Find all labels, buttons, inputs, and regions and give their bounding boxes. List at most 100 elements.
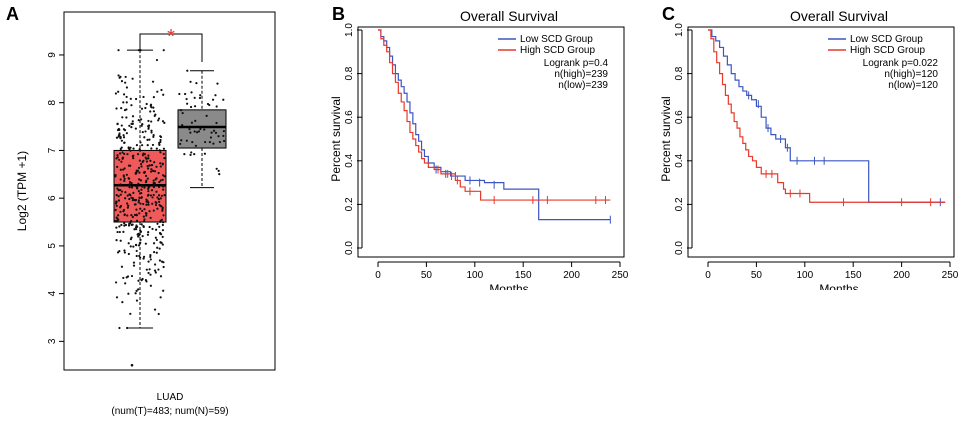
data-point — [147, 271, 150, 275]
y-tick-label: 8 — [47, 99, 58, 105]
data-point — [150, 106, 153, 109]
data-point — [151, 169, 155, 172]
data-point — [132, 191, 135, 194]
data-point — [123, 179, 126, 182]
data-point — [190, 121, 194, 124]
data-point — [140, 188, 143, 191]
data-point — [137, 235, 140, 238]
data-point — [199, 127, 202, 131]
data-point — [122, 93, 126, 96]
data-point — [130, 236, 133, 239]
data-point — [126, 194, 129, 197]
data-point — [198, 96, 202, 100]
chart-title: Overall Survival — [460, 8, 558, 24]
data-point — [161, 223, 164, 227]
data-point — [133, 198, 136, 201]
data-point — [162, 188, 165, 191]
data-point — [135, 228, 138, 231]
data-point — [147, 203, 150, 206]
data-point — [143, 218, 146, 221]
data-point — [130, 104, 133, 107]
data-point — [184, 92, 187, 96]
data-point — [118, 225, 121, 228]
data-point — [128, 186, 131, 189]
y-tick-label: 6 — [47, 195, 58, 201]
data-point — [146, 144, 149, 147]
data-point — [138, 159, 141, 162]
data-point — [162, 93, 165, 96]
data-point — [139, 162, 143, 166]
data-point — [142, 257, 145, 260]
data-point — [222, 129, 226, 133]
panel-label-a: A — [6, 4, 19, 24]
data-point — [130, 196, 133, 199]
data-point — [143, 208, 146, 211]
data-point — [124, 81, 127, 84]
data-point — [157, 117, 161, 120]
data-point — [135, 299, 139, 302]
data-point — [159, 162, 162, 165]
data-point — [141, 209, 144, 213]
plot-frame — [687, 26, 955, 258]
y-tick-label: 1.0 — [344, 23, 355, 37]
data-point — [115, 194, 118, 197]
data-point — [142, 95, 145, 99]
data-point — [139, 238, 142, 242]
data-point — [137, 199, 140, 202]
legend-label: Low SCD Group — [850, 34, 923, 45]
data-point — [214, 94, 217, 97]
data-point — [123, 108, 127, 112]
data-point — [127, 252, 130, 256]
data-point — [122, 208, 126, 212]
data-point — [126, 202, 129, 205]
data-point — [146, 138, 149, 141]
data-point — [130, 186, 134, 189]
y-tick-label: 0.0 — [344, 241, 355, 255]
data-point — [145, 280, 148, 283]
data-point — [163, 157, 166, 160]
data-point — [122, 134, 125, 137]
data-point — [115, 216, 118, 219]
data-point — [144, 106, 147, 110]
data-point — [129, 245, 132, 248]
data-point — [140, 118, 143, 121]
data-point — [132, 154, 135, 157]
data-point — [120, 139, 123, 142]
data-point — [115, 296, 119, 299]
data-point — [132, 147, 135, 150]
data-point — [151, 143, 155, 147]
data-point — [148, 268, 151, 271]
data-point — [195, 82, 198, 85]
data-point — [123, 251, 126, 254]
data-point — [158, 259, 162, 262]
data-point — [157, 119, 160, 122]
data-point — [134, 127, 137, 130]
data-point — [123, 222, 126, 225]
data-point — [126, 326, 129, 330]
data-point — [129, 221, 132, 225]
data-point — [130, 214, 133, 217]
data-point — [144, 242, 147, 245]
x-axis-label: Months — [489, 282, 528, 290]
data-point — [153, 250, 156, 254]
data-point — [147, 127, 150, 130]
data-point — [129, 149, 132, 152]
data-point — [193, 153, 196, 156]
x-tick-label: 250 — [942, 270, 959, 281]
legend-label: Low SCD Group — [520, 34, 593, 45]
data-point — [117, 214, 120, 217]
data-point — [119, 188, 122, 192]
data-point — [150, 170, 153, 173]
data-point — [194, 144, 198, 147]
data-point — [153, 308, 157, 311]
y-tick-label: 7 — [47, 147, 58, 153]
data-point — [123, 167, 126, 170]
survival-panel-b: B Overall Survival 0 50 100 150 200 250 Months 0.… — [329, 0, 630, 296]
data-point — [114, 92, 118, 95]
y-tick-label: 0.0 — [674, 241, 685, 255]
data-point — [116, 154, 119, 157]
data-point — [118, 250, 121, 253]
boxplot-chart: A 3 4 5 6 7 8 9 Log2 (TPM +1) * LUAD (num(T)=483; n… — [6, 4, 276, 417]
data-point — [125, 116, 128, 119]
data-point — [125, 95, 128, 99]
